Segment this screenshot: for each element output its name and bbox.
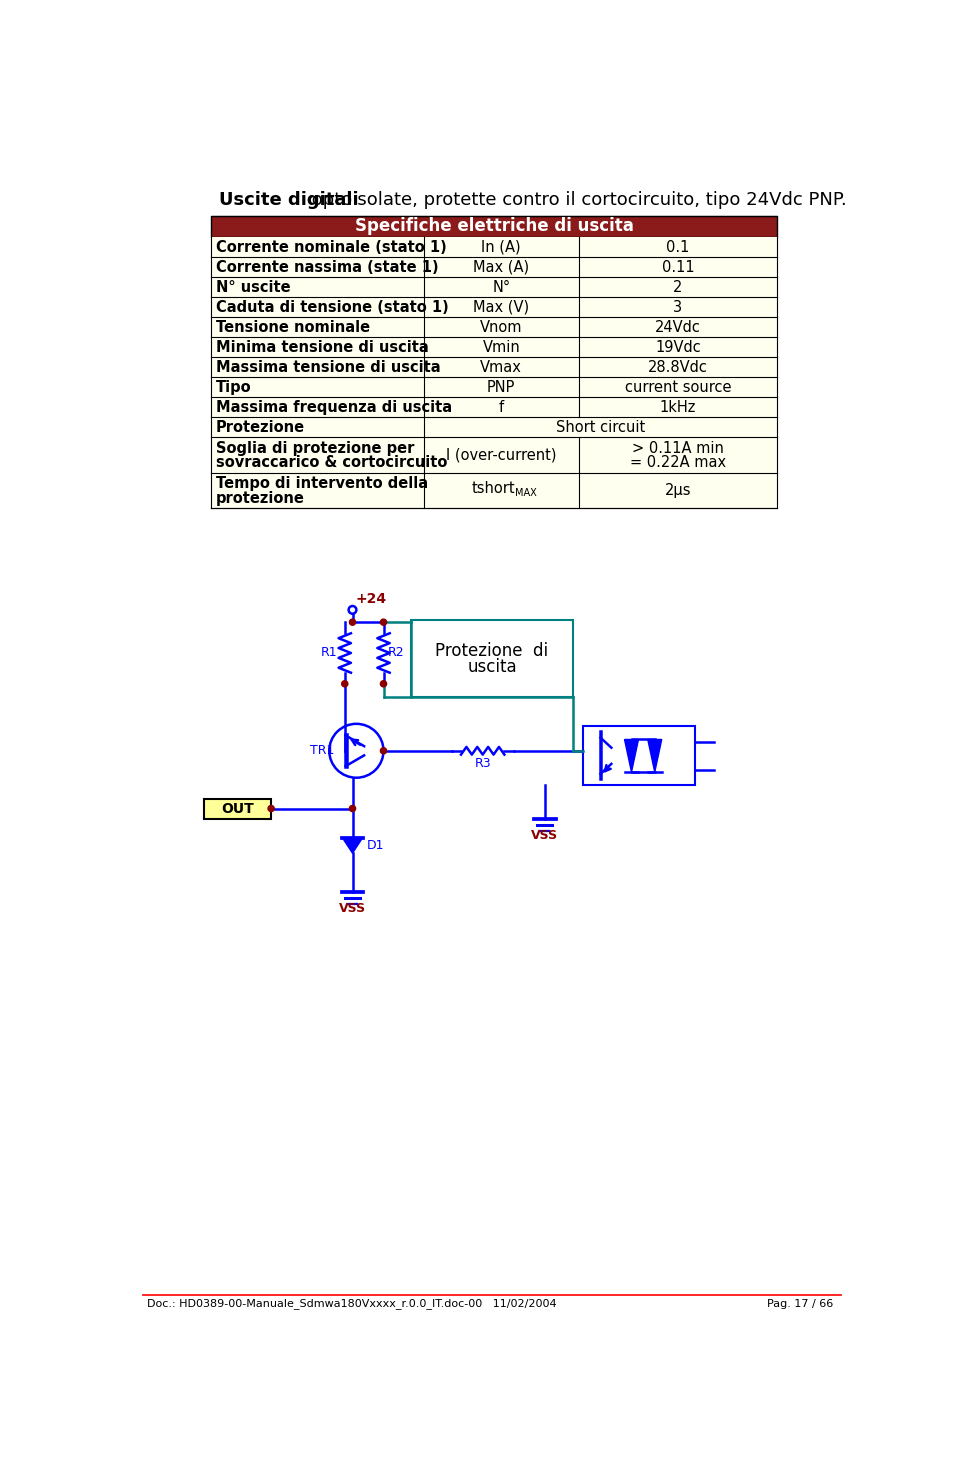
Bar bbox=[211, 437, 778, 472]
Text: N°: N° bbox=[492, 280, 511, 295]
Text: Minima tensione di uscita: Minima tensione di uscita bbox=[216, 339, 429, 354]
Text: 0.11: 0.11 bbox=[661, 260, 694, 275]
Text: > 0.11A min: > 0.11A min bbox=[632, 440, 724, 456]
Text: I (over-current): I (over-current) bbox=[446, 447, 557, 462]
Circle shape bbox=[380, 618, 387, 626]
Text: In (A): In (A) bbox=[482, 239, 521, 255]
Text: Uscite digitali: Uscite digitali bbox=[219, 192, 359, 210]
Text: 28.8Vdc: 28.8Vdc bbox=[648, 360, 708, 375]
Text: 2μs: 2μs bbox=[664, 483, 691, 497]
Text: R2: R2 bbox=[388, 646, 404, 660]
Bar bbox=[204, 799, 271, 819]
Text: N° uscite: N° uscite bbox=[216, 280, 291, 295]
Bar bbox=[211, 215, 778, 238]
Bar bbox=[211, 418, 778, 437]
Text: Caduta di tensione (stato 1): Caduta di tensione (stato 1) bbox=[216, 300, 449, 314]
Text: R1: R1 bbox=[321, 646, 337, 660]
Text: PNP: PNP bbox=[487, 379, 516, 394]
Bar bbox=[211, 277, 778, 297]
Bar bbox=[211, 297, 778, 317]
Polygon shape bbox=[343, 838, 363, 853]
Polygon shape bbox=[625, 739, 638, 772]
Bar bbox=[211, 397, 778, 418]
Text: 19Vdc: 19Vdc bbox=[655, 339, 701, 354]
Text: Vmin: Vmin bbox=[483, 339, 520, 354]
Text: Protezione  di: Protezione di bbox=[436, 642, 548, 660]
Text: 24Vdc: 24Vdc bbox=[655, 320, 701, 335]
Text: Tipo: Tipo bbox=[216, 379, 252, 394]
Text: Massima tensione di uscita: Massima tensione di uscita bbox=[216, 360, 441, 375]
Text: Vnom: Vnom bbox=[480, 320, 522, 335]
Bar bbox=[411, 620, 573, 697]
Text: Doc.: HD0389-00-Manuale_Sdmwa180Vxxxx_r.0.0_IT.doc-00   11/02/2004: Doc.: HD0389-00-Manuale_Sdmwa180Vxxxx_r.… bbox=[147, 1299, 557, 1309]
Text: D1: D1 bbox=[367, 838, 384, 852]
Text: VSS: VSS bbox=[531, 830, 559, 841]
Text: R3: R3 bbox=[474, 757, 491, 769]
Text: TR1: TR1 bbox=[310, 744, 334, 757]
Text: 2: 2 bbox=[673, 280, 683, 295]
Text: f: f bbox=[499, 400, 504, 415]
Bar bbox=[211, 472, 778, 508]
Text: = 0.22A max: = 0.22A max bbox=[630, 456, 726, 471]
Circle shape bbox=[380, 748, 387, 754]
Text: 3: 3 bbox=[673, 300, 683, 314]
Text: MAX: MAX bbox=[516, 489, 537, 497]
Text: Corrente nassima (state 1): Corrente nassima (state 1) bbox=[216, 260, 439, 275]
Circle shape bbox=[268, 806, 275, 812]
Text: 1kHz: 1kHz bbox=[660, 400, 696, 415]
Circle shape bbox=[342, 680, 348, 686]
Bar bbox=[211, 357, 778, 378]
Text: Specifiche elettriche di uscita: Specifiche elettriche di uscita bbox=[355, 217, 634, 235]
Circle shape bbox=[380, 680, 387, 686]
Text: Tempo di intervento della: Tempo di intervento della bbox=[216, 475, 428, 492]
Bar bbox=[211, 338, 778, 357]
Text: Corrente nominale (stato 1): Corrente nominale (stato 1) bbox=[216, 239, 446, 255]
Bar bbox=[211, 378, 778, 397]
Polygon shape bbox=[648, 739, 661, 772]
Text: Max (A): Max (A) bbox=[473, 260, 529, 275]
Text: 0.1: 0.1 bbox=[666, 239, 689, 255]
Text: optoisolate, protette contro il cortocircuito, tipo 24Vdc PNP.: optoisolate, protette contro il cortocir… bbox=[306, 192, 847, 210]
Text: protezione: protezione bbox=[216, 492, 305, 506]
Text: Pag. 17 / 66: Pag. 17 / 66 bbox=[767, 1299, 833, 1309]
Text: uscita: uscita bbox=[468, 658, 516, 676]
Text: tshort: tshort bbox=[471, 481, 516, 496]
Text: Massima frequenza di uscita: Massima frequenza di uscita bbox=[216, 400, 452, 415]
Circle shape bbox=[349, 618, 355, 626]
Circle shape bbox=[349, 806, 355, 812]
Text: sovraccarico & cortocircuito: sovraccarico & cortocircuito bbox=[216, 456, 447, 471]
Text: Soglia di protezione per: Soglia di protezione per bbox=[216, 440, 415, 456]
Text: Vmax: Vmax bbox=[480, 360, 522, 375]
Text: Short circuit: Short circuit bbox=[556, 419, 645, 435]
Text: Protezione: Protezione bbox=[216, 419, 305, 435]
Text: VSS: VSS bbox=[339, 902, 366, 915]
Bar bbox=[211, 238, 778, 257]
Bar bbox=[211, 257, 778, 277]
Bar bbox=[211, 317, 778, 338]
Text: +24: +24 bbox=[355, 592, 387, 607]
Text: current source: current source bbox=[625, 379, 732, 394]
Text: OUT: OUT bbox=[221, 801, 253, 816]
Bar bbox=[584, 726, 695, 785]
Text: Max (V): Max (V) bbox=[473, 300, 529, 314]
Text: Tensione nominale: Tensione nominale bbox=[216, 320, 371, 335]
